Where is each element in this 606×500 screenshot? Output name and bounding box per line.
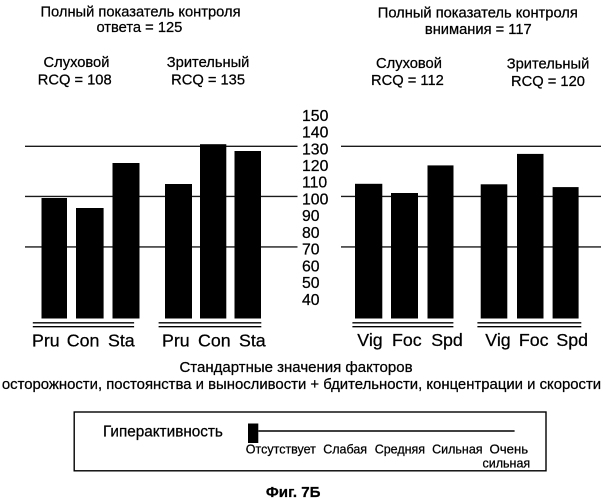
svg-text:RCQ = 112: RCQ = 112 bbox=[371, 73, 444, 89]
svg-text:Vig: Vig bbox=[485, 330, 510, 350]
svg-text:Слабая: Слабая bbox=[323, 442, 367, 456]
svg-text:Зрительный: Зрительный bbox=[507, 57, 590, 73]
svg-text:Sta: Sta bbox=[239, 331, 266, 351]
svg-text:Фиг. 7Б: Фиг. 7Б bbox=[266, 484, 321, 500]
svg-text:Сильная: Сильная bbox=[432, 442, 482, 456]
svg-text:110: 110 bbox=[302, 175, 327, 192]
svg-text:Очень: Очень bbox=[490, 441, 529, 456]
svg-text:Spd: Spd bbox=[431, 330, 463, 350]
svg-text:Средняя: Средняя bbox=[375, 442, 425, 456]
svg-text:100: 100 bbox=[302, 192, 329, 209]
svg-text:70: 70 bbox=[302, 242, 320, 259]
svg-text:Pru: Pru bbox=[32, 331, 60, 351]
svg-text:Полный показатель контроля: Полный показатель контроля bbox=[40, 4, 240, 20]
svg-text:Con: Con bbox=[198, 331, 231, 351]
svg-text:60: 60 bbox=[302, 258, 320, 275]
svg-text:130: 130 bbox=[302, 141, 329, 158]
svg-text:сильная: сильная bbox=[483, 457, 531, 471]
svg-text:140: 140 bbox=[302, 125, 329, 142]
svg-text:120: 120 bbox=[302, 158, 329, 175]
svg-text:90: 90 bbox=[302, 208, 320, 225]
svg-text:осторожности, постоянства и вы: осторожности, постоянства и выносливости… bbox=[2, 377, 601, 393]
svg-text:Слуховой: Слуховой bbox=[44, 55, 110, 71]
svg-text:RCQ = 135: RCQ = 135 bbox=[171, 72, 245, 88]
svg-text:RCQ = 120: RCQ = 120 bbox=[511, 74, 585, 90]
svg-text:Foc: Foc bbox=[392, 330, 422, 350]
svg-text:Стандартные значения факторов: Стандартные значения факторов bbox=[179, 359, 412, 376]
svg-text:Vig: Vig bbox=[357, 330, 382, 350]
svg-text:Зрительный: Зрительный bbox=[167, 55, 250, 71]
svg-text:Foc: Foc bbox=[519, 330, 549, 350]
svg-text:Pru: Pru bbox=[162, 331, 190, 351]
svg-text:Полный показатель контроля: Полный показатель контроля bbox=[378, 5, 578, 21]
svg-text:150: 150 bbox=[302, 108, 329, 125]
svg-text:40: 40 bbox=[302, 292, 320, 309]
svg-text:80: 80 bbox=[302, 225, 320, 242]
svg-text:Spd: Spd bbox=[556, 330, 588, 350]
svg-text:50: 50 bbox=[302, 275, 320, 292]
svg-text:Отсутствует: Отсутствует bbox=[246, 442, 316, 456]
svg-text:внимания = 117: внимания = 117 bbox=[425, 22, 532, 38]
svg-text:Слуховой: Слуховой bbox=[376, 56, 442, 72]
svg-text:RCQ = 108: RCQ = 108 bbox=[38, 72, 112, 88]
svg-text:Sta: Sta bbox=[108, 331, 135, 351]
svg-text:Гиперактивность: Гиперактивность bbox=[103, 424, 223, 441]
svg-text:Con: Con bbox=[67, 331, 100, 351]
svg-text:ответа = 125: ответа = 125 bbox=[96, 20, 182, 36]
